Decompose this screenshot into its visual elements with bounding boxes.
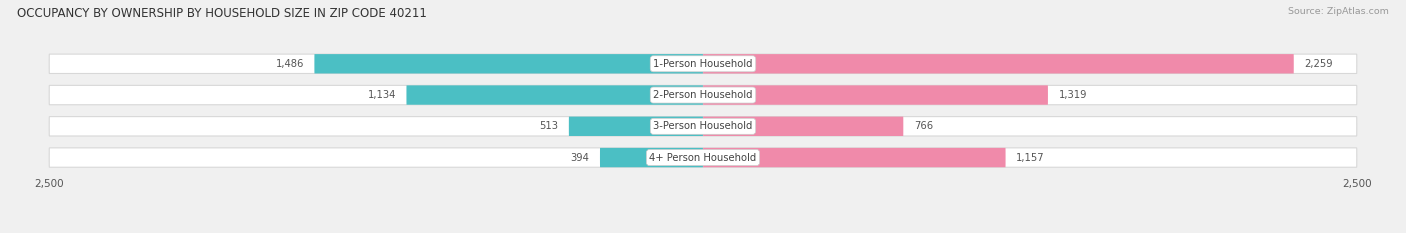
Text: Source: ZipAtlas.com: Source: ZipAtlas.com — [1288, 7, 1389, 16]
Text: 513: 513 — [540, 121, 558, 131]
FancyBboxPatch shape — [600, 148, 703, 167]
Text: 394: 394 — [571, 153, 589, 163]
FancyBboxPatch shape — [703, 54, 1294, 73]
Text: 2-Person Household: 2-Person Household — [654, 90, 752, 100]
FancyBboxPatch shape — [49, 85, 1357, 105]
FancyBboxPatch shape — [406, 85, 703, 105]
Text: 3-Person Household: 3-Person Household — [654, 121, 752, 131]
Text: 766: 766 — [914, 121, 934, 131]
Text: 1,486: 1,486 — [276, 59, 304, 69]
Text: 2,259: 2,259 — [1305, 59, 1333, 69]
Text: 1,157: 1,157 — [1017, 153, 1045, 163]
FancyBboxPatch shape — [49, 116, 1357, 136]
Text: OCCUPANCY BY OWNERSHIP BY HOUSEHOLD SIZE IN ZIP CODE 40211: OCCUPANCY BY OWNERSHIP BY HOUSEHOLD SIZE… — [17, 7, 427, 20]
FancyBboxPatch shape — [315, 54, 703, 73]
FancyBboxPatch shape — [703, 85, 1047, 105]
FancyBboxPatch shape — [569, 116, 703, 136]
Text: 1-Person Household: 1-Person Household — [654, 59, 752, 69]
Text: 4+ Person Household: 4+ Person Household — [650, 153, 756, 163]
FancyBboxPatch shape — [49, 54, 1357, 73]
FancyBboxPatch shape — [703, 116, 903, 136]
FancyBboxPatch shape — [703, 148, 1005, 167]
Text: 1,319: 1,319 — [1059, 90, 1087, 100]
FancyBboxPatch shape — [49, 148, 1357, 167]
Text: 1,134: 1,134 — [367, 90, 396, 100]
